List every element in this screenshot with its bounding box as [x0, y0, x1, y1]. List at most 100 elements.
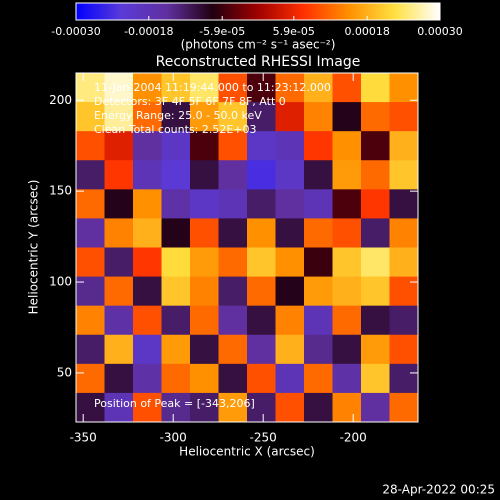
image-cell: [332, 131, 362, 161]
image-cell: [76, 160, 105, 190]
image-cell: [76, 247, 105, 278]
image-cell: [133, 247, 162, 278]
image-cell: [161, 73, 191, 103]
image-cell: [76, 218, 105, 248]
image-cell: [190, 334, 219, 365]
image-cell: [304, 247, 333, 278]
image-cell: [76, 73, 105, 103]
image-cell: [76, 131, 105, 161]
image-cell: [190, 73, 219, 103]
image-cell: [76, 334, 105, 365]
image-cell: [218, 102, 248, 132]
image-cell: [275, 334, 305, 365]
image-cell: [218, 160, 248, 190]
image-cell: [361, 218, 390, 248]
image-cell: [190, 218, 219, 248]
image-cell: [332, 189, 362, 219]
image-cell: [389, 102, 419, 132]
image-cell: [389, 363, 419, 394]
image-cell: [361, 160, 390, 190]
image-cell: [190, 305, 219, 336]
image-cell: [389, 160, 419, 190]
image-cell: [161, 131, 191, 161]
image-cell: [247, 102, 276, 132]
image-cell: [332, 218, 362, 248]
image-cell: [247, 73, 276, 103]
image-cell: [332, 160, 362, 190]
image-cell: [361, 189, 390, 219]
image-cell: [218, 189, 248, 219]
x-tick-label: -350: [70, 431, 97, 445]
image-cell: [332, 392, 362, 423]
image-cell: [389, 131, 419, 161]
image-cell: [304, 189, 333, 219]
y-tick-label: 200: [49, 93, 72, 107]
image-cell: [161, 189, 191, 219]
image-cell: [389, 305, 419, 336]
image-cell: [247, 363, 276, 394]
image-cell: [304, 102, 333, 132]
annotation: Energy Range: 25.0 - 50.0 keV: [94, 109, 262, 122]
annotation: Clean Total counts: 2.52E+03: [94, 123, 257, 136]
image-cell: [190, 102, 219, 132]
x-axis-label: Heliocentric X (arcsec): [179, 445, 315, 459]
x-tick-label: -250: [250, 431, 277, 445]
plot-frame: [75, 72, 419, 423]
y-tick-label: 50: [57, 365, 72, 379]
y-tick-label: 100: [49, 275, 72, 289]
image-cell: [389, 392, 419, 423]
image-cell: [133, 392, 162, 423]
image-cell: [104, 218, 134, 248]
image-cell: [361, 334, 390, 365]
image-cell: [104, 160, 134, 190]
image-cell: [332, 305, 362, 336]
image-cell: [275, 160, 305, 190]
image-cell: [304, 73, 333, 103]
image-cell: [304, 305, 333, 336]
image-cell: [104, 189, 134, 219]
image-cell: [247, 305, 276, 336]
image-cell: [190, 189, 219, 219]
image-cell: [361, 131, 390, 161]
image-cell: [275, 189, 305, 219]
image-cell: [275, 276, 305, 307]
image-cell: [247, 392, 276, 423]
y-axis-label: Heliocentric Y (arcsec): [27, 180, 41, 315]
image-cell: [304, 363, 333, 394]
image-cell: [389, 334, 419, 365]
colorbar-tick-label: -5.9e-05: [199, 25, 245, 38]
image-cell: [104, 363, 134, 394]
y-tick-label: 150: [49, 184, 72, 198]
image-cell: [332, 102, 362, 132]
image-cell: [247, 189, 276, 219]
image-cell: [247, 131, 276, 161]
image-cell: [332, 334, 362, 365]
image-cell: [104, 247, 134, 278]
image-cell: [304, 218, 333, 248]
image-cell: [389, 189, 419, 219]
image-cell: [218, 305, 248, 336]
image-cell: [332, 73, 362, 103]
image-cell: [218, 73, 248, 103]
image-cell: [275, 73, 305, 103]
image-cell: [133, 131, 162, 161]
image-cell: [76, 392, 105, 423]
colorbar-tick-label: 5.9e-05: [273, 25, 315, 38]
image-cell: [161, 160, 191, 190]
image-cell: [332, 247, 362, 278]
image-cell: [332, 276, 362, 307]
image-cell: [161, 247, 191, 278]
image-cell: [361, 102, 390, 132]
image-cell: [247, 276, 276, 307]
colorbar-tick-label: 0.00030: [417, 25, 463, 38]
image-cell: [104, 131, 134, 161]
image-cell: [190, 160, 219, 190]
colorbar-tick-label: -0.00030: [51, 25, 100, 38]
image-cell: [361, 392, 390, 423]
image-cell: [133, 363, 162, 394]
image-cell: [190, 392, 219, 423]
image-cell: [104, 102, 134, 132]
image-cell: [304, 160, 333, 190]
image-cell: [275, 102, 305, 132]
